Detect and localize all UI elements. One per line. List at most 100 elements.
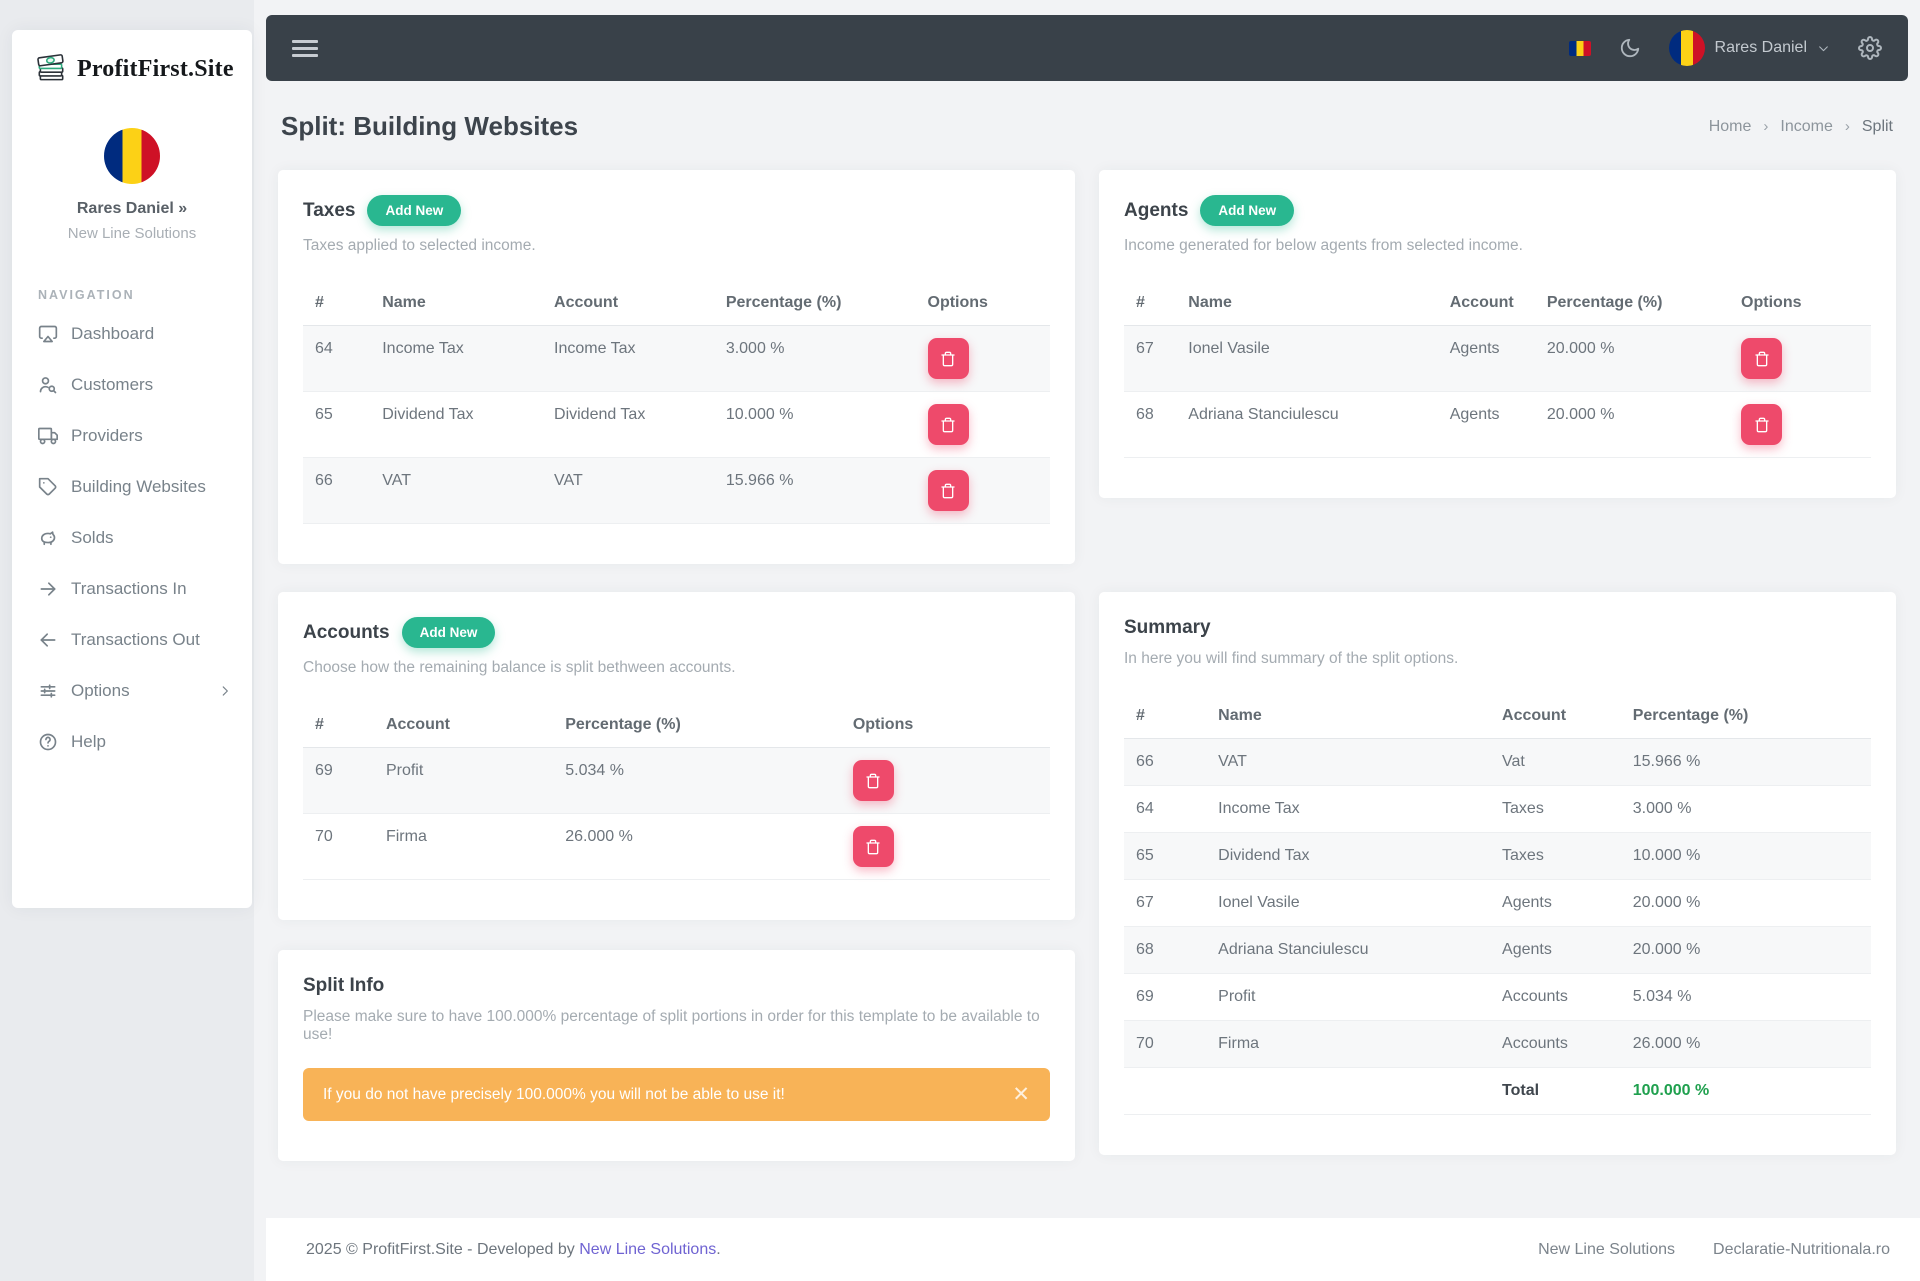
- table-row: 69 Profit Accounts 5.034 %: [1124, 973, 1871, 1021]
- user-avatar-flag: [1668, 30, 1705, 66]
- cell-name: Firma: [1206, 1020, 1491, 1068]
- table-row: 66 VAT Vat 15.966 %: [1124, 738, 1871, 786]
- cell-account: Accounts: [1490, 1020, 1621, 1068]
- cell-id: 69: [303, 747, 374, 814]
- summary-table: # Name Account Percentage (%) 66 VAT Vat: [1124, 694, 1871, 1115]
- chevron-down-icon: [1819, 45, 1828, 51]
- help-circle-icon: [39, 733, 57, 750]
- breadcrumb-current: Split: [1861, 117, 1893, 135]
- table-row: 65 Dividend Tax Taxes 10.000 %: [1124, 832, 1871, 880]
- sidebar-item-options[interactable]: Options: [12, 665, 252, 716]
- sidebar-item-transactions-in[interactable]: Transactions In: [12, 563, 252, 614]
- table-row: 65 Dividend Tax Dividend Tax 10.000 %: [303, 391, 1050, 458]
- col-header-name: Name: [1206, 694, 1491, 739]
- agents-add-new-button[interactable]: Add New: [1200, 195, 1295, 226]
- summary-card-subtitle: In here you will find summary of the spl…: [1124, 650, 1459, 667]
- col-header-id: #: [1124, 694, 1207, 739]
- sidebar-item-label: Transactions Out: [71, 629, 200, 649]
- breadcrumb-income[interactable]: Income: [1780, 117, 1833, 135]
- cell-account: Vat: [1490, 738, 1621, 786]
- delete-button[interactable]: [852, 826, 894, 867]
- truck-icon: [38, 427, 58, 444]
- breadcrumb-home[interactable]: Home: [1708, 117, 1752, 135]
- delete-button[interactable]: [927, 338, 969, 379]
- footer-copyright: 2025 © ProfitFirst.Site - Developed by N…: [306, 1241, 721, 1259]
- table-row: 64 Income Tax Taxes 3.000 %: [1124, 785, 1871, 833]
- alert-close-icon[interactable]: ✕: [1012, 1083, 1030, 1106]
- footer-developer-link[interactable]: New Line Solutions: [579, 1240, 717, 1258]
- cell-account: Income Tax: [542, 325, 714, 392]
- cell-percentage: 20.000 %: [1620, 926, 1871, 974]
- table-row: 70 Firma 26.000 %: [303, 813, 1050, 880]
- cell-percentage: 10.000 %: [1620, 832, 1871, 880]
- nav-section-label: NAVIGATION: [38, 288, 135, 302]
- col-header-account: Account: [1490, 694, 1621, 739]
- cell-id: 68: [1124, 391, 1177, 458]
- cell-account: Agents: [1490, 879, 1621, 927]
- col-header-options: Options: [915, 281, 1050, 326]
- sidebar-item-label: Building Websites: [71, 476, 206, 496]
- split-info-title: Split Info: [303, 975, 385, 996]
- table-row: 68 Adriana Stanciulescu Agents 20.000 %: [1124, 391, 1871, 458]
- brand[interactable]: ProfitFirst.Site: [12, 30, 252, 86]
- cell-id: 68: [1124, 926, 1207, 974]
- user-menu[interactable]: Rares Daniel: [1668, 30, 1830, 66]
- cell-account: Agents: [1437, 325, 1535, 392]
- sidebar-item-label: Help: [71, 731, 106, 751]
- cell-account: VAT: [542, 457, 714, 524]
- accounts-card-subtitle: Choose how the remaining balance is spli…: [303, 659, 736, 676]
- sidebar-user-company: New Line Solutions: [67, 225, 197, 242]
- delete-button[interactable]: [927, 470, 969, 511]
- cell-name: Dividend Tax: [1206, 832, 1491, 880]
- cell-id: 69: [1124, 973, 1207, 1021]
- cell-name: Income Tax: [370, 325, 543, 392]
- cell-percentage: 20.000 %: [1620, 879, 1871, 927]
- agents-table: # Name Account Percentage (%) Options 67…: [1124, 281, 1871, 458]
- delete-button[interactable]: [1741, 404, 1783, 445]
- cell-percentage: 15.966 %: [1620, 738, 1871, 786]
- table-row: 64 Income Tax Income Tax 3.000 %: [303, 325, 1050, 392]
- cell-id: 65: [1124, 832, 1207, 880]
- table-row: 67 Ionel Vasile Agents 20.000 %: [1124, 879, 1871, 927]
- cell-id: 70: [303, 813, 374, 880]
- chevron-right-icon: [222, 685, 228, 696]
- language-flag-icon[interactable]: [1568, 40, 1591, 56]
- taxes-add-new-button[interactable]: Add New: [367, 195, 462, 226]
- breadcrumb-separator: ›: [1763, 118, 1769, 135]
- cell-id: 67: [1124, 879, 1207, 927]
- footer-link-new-line-solutions[interactable]: New Line Solutions: [1538, 1240, 1676, 1258]
- delete-button[interactable]: [927, 404, 969, 445]
- sidebar-item-building-websites[interactable]: Building Websites: [12, 461, 252, 512]
- sidebar-item-transactions-out[interactable]: Transactions Out: [12, 614, 252, 665]
- sidebar-item-customers[interactable]: Customers: [12, 359, 252, 410]
- sidebar-item-help[interactable]: Help: [12, 716, 252, 767]
- dark-mode-moon-icon[interactable]: [1619, 37, 1641, 59]
- col-header-id: #: [303, 281, 371, 326]
- breadcrumb: Home › Income › Split: [1709, 118, 1893, 136]
- accounts-card-title: Accounts: [303, 621, 390, 643]
- sidebar-item-solds[interactable]: Solds: [12, 512, 252, 563]
- sidebar-item-providers[interactable]: Providers: [12, 410, 252, 461]
- main-column: Rares Daniel Split: Building Websites Ho…: [266, 15, 1908, 1161]
- sidebar-item-dashboard[interactable]: Dashboard: [12, 308, 252, 359]
- sidebar-user-name[interactable]: Rares Daniel »: [76, 200, 188, 217]
- table-row: 67 Ionel Vasile Agents 20.000 %: [1124, 325, 1871, 392]
- delete-button[interactable]: [1741, 338, 1783, 379]
- split-warning-alert: If you do not have precisely 100.000% yo…: [303, 1068, 1050, 1121]
- footer-link-declaratie[interactable]: Declaratie-Nutritionala.ro: [1713, 1240, 1890, 1258]
- footer-copyright-text: 2025 © ProfitFirst.Site - Developed by: [306, 1240, 580, 1258]
- accounts-add-new-button[interactable]: Add New: [401, 617, 496, 648]
- taxes-card-title: Taxes: [303, 199, 356, 221]
- piggy-bank-icon: [40, 530, 56, 545]
- col-header-percentage: Percentage (%): [553, 703, 841, 748]
- top-header-bar: Rares Daniel: [266, 15, 1908, 81]
- accounts-card: Accounts Add New Choose how the remainin…: [278, 592, 1075, 920]
- cell-account: Accounts: [1490, 973, 1621, 1021]
- sidebar-item-label: Customers: [71, 374, 154, 394]
- settings-gear-icon[interactable]: [1858, 36, 1882, 60]
- delete-button[interactable]: [852, 760, 894, 801]
- user-avatar-flag[interactable]: [104, 128, 160, 184]
- split-info-card: Split Info Please make sure to have 100.…: [278, 950, 1075, 1161]
- menu-toggle-icon[interactable]: [292, 36, 318, 61]
